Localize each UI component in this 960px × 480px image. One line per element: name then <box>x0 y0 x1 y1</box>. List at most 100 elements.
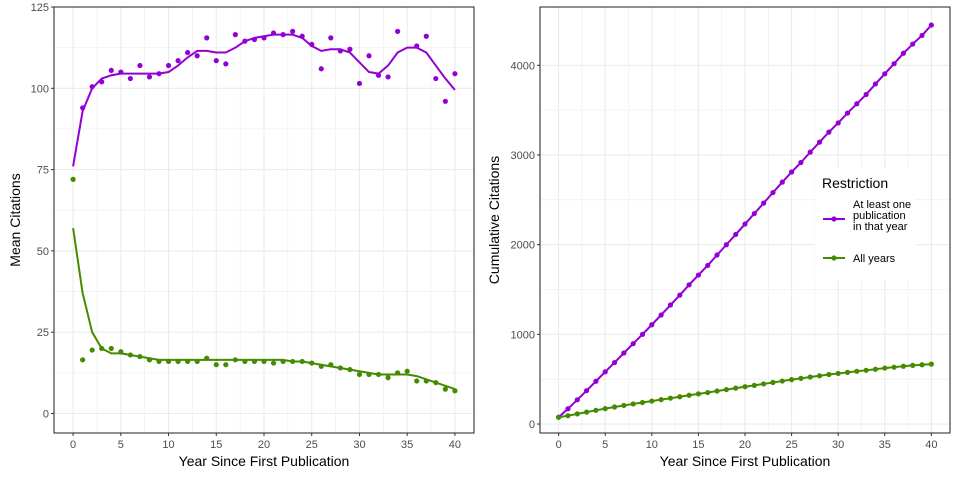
legend-title: Restriction <box>822 175 888 191</box>
data-point <box>658 397 664 403</box>
data-point <box>733 385 739 391</box>
x-tick-label: 25 <box>785 439 797 451</box>
x-axis-title: Year Since First Publication <box>660 453 831 469</box>
data-point <box>677 394 683 400</box>
data-point <box>213 58 219 64</box>
legend-label-line: publication <box>853 210 906 222</box>
data-point <box>593 378 599 384</box>
data-point <box>900 363 907 369</box>
data-point <box>919 32 925 39</box>
data-point <box>583 409 590 415</box>
data-point <box>165 358 172 365</box>
data-point <box>621 402 627 409</box>
mean-citations-chart: 0 5 10 15 20 25 30 35 40 0 25 50 75 100 125 Year Since … <box>7 2 475 469</box>
x-tick-label: 40 <box>449 439 461 451</box>
data-point <box>565 406 571 412</box>
y-axis-title: Mean Citations <box>7 173 23 266</box>
y-tick-label: 100 <box>31 83 49 95</box>
data-point <box>602 406 608 412</box>
data-point <box>185 358 191 365</box>
data-point <box>649 322 655 328</box>
data-point <box>108 345 114 352</box>
legend-label-all-years: All years <box>853 253 896 265</box>
legend-label-line: At least one <box>853 199 911 211</box>
data-point <box>385 375 391 381</box>
data-point <box>788 377 795 383</box>
legend-label-line: in that year <box>853 221 908 233</box>
data-point <box>347 366 353 373</box>
data-point <box>395 28 401 34</box>
data-point <box>328 35 334 41</box>
data-point <box>910 362 916 368</box>
data-point <box>366 53 372 59</box>
data-point <box>882 365 888 371</box>
data-point <box>89 347 95 353</box>
data-point <box>232 32 238 38</box>
data-point <box>194 53 200 59</box>
data-point <box>686 282 692 288</box>
data-point <box>137 62 143 69</box>
data-point <box>621 350 627 356</box>
data-point <box>798 375 804 381</box>
data-point <box>910 41 916 47</box>
y-tick-label: 2000 <box>511 240 535 252</box>
data-point <box>705 262 711 269</box>
data-point <box>835 120 841 126</box>
x-tick-label: 0 <box>70 439 76 451</box>
data-point <box>705 389 711 396</box>
data-point <box>807 374 813 380</box>
x-tick-label: 30 <box>353 439 365 451</box>
data-point <box>175 58 181 64</box>
data-point <box>290 28 296 34</box>
data-point <box>667 395 674 401</box>
data-point <box>611 359 618 366</box>
y-tick-label: 0 <box>43 408 49 420</box>
legend: Restriction At least one publication in … <box>815 168 915 280</box>
data-point <box>204 35 210 41</box>
data-point <box>452 388 458 394</box>
y-tick-label: 1000 <box>511 329 535 341</box>
y-tick-label: 4000 <box>511 60 535 72</box>
data-point <box>630 341 636 347</box>
x-tick-label: 20 <box>258 439 270 451</box>
data-point <box>433 75 439 82</box>
data-point <box>844 110 851 116</box>
data-point <box>779 378 785 384</box>
data-point <box>118 69 124 75</box>
data-point <box>733 231 739 238</box>
y-tick-label: 125 <box>31 2 49 14</box>
x-tick-label: 5 <box>118 439 124 451</box>
data-point <box>423 33 429 39</box>
data-point <box>194 358 200 365</box>
data-point <box>882 71 888 77</box>
x-tick-label: 0 <box>556 439 562 451</box>
data-point <box>835 370 841 377</box>
data-point <box>309 41 315 47</box>
data-point <box>404 368 410 374</box>
data-point <box>318 363 324 369</box>
data-point <box>318 66 324 72</box>
x-tick-label: 25 <box>306 439 318 451</box>
data-point <box>854 368 860 374</box>
data-point <box>714 252 720 258</box>
data-point <box>251 36 258 43</box>
data-point <box>723 386 729 393</box>
x-tick-label: 5 <box>602 439 608 451</box>
x-tick-label: 35 <box>879 439 891 451</box>
data-point <box>761 381 767 387</box>
data-point <box>433 379 439 386</box>
data-point <box>146 74 153 80</box>
data-point <box>442 98 448 104</box>
x-tick-label: 15 <box>692 439 704 451</box>
data-point <box>146 357 153 363</box>
data-point <box>593 407 599 413</box>
data-point <box>137 353 143 360</box>
data-point <box>89 84 95 90</box>
data-point <box>639 399 646 406</box>
y-tick-label: 50 <box>37 246 49 258</box>
x-axis-title: Year Since First Publication <box>179 453 350 469</box>
data-point <box>375 371 382 378</box>
x-tick-label: 35 <box>401 439 413 451</box>
x-tick-label: 20 <box>739 439 751 451</box>
data-point <box>574 411 580 417</box>
